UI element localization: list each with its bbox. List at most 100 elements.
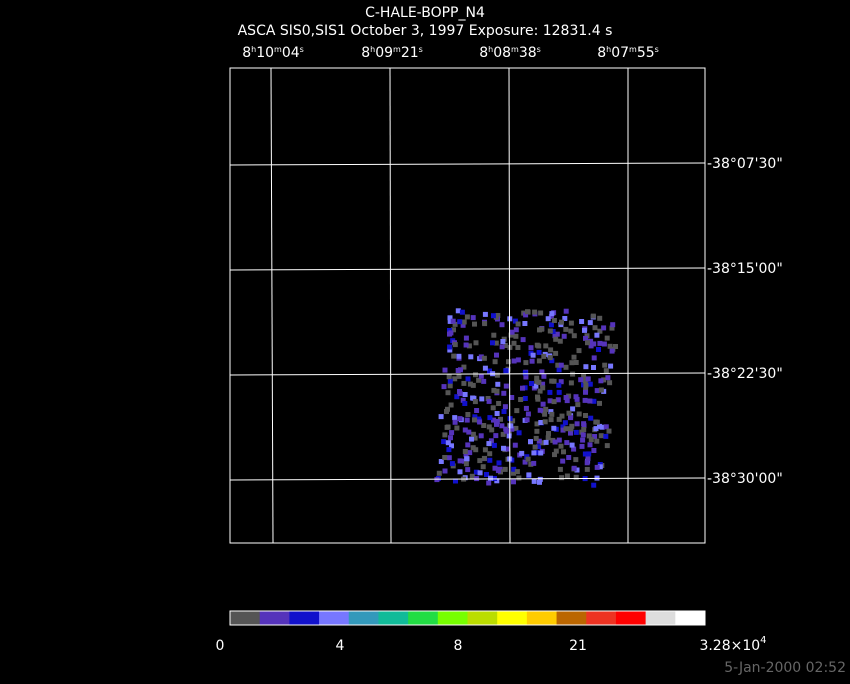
pixel [478,433,484,439]
pixel [477,458,483,464]
pixel [548,409,554,415]
pixel [456,353,462,359]
pixel [462,427,468,433]
pixel [454,394,460,400]
colorbar-label: 8 [454,638,463,654]
pixel [571,446,577,452]
colorbar-swatch [556,611,587,625]
pixel [570,371,576,377]
unit: s [300,45,304,54]
pixel [541,353,547,359]
colorbar-swatch [289,611,320,625]
pixel [587,442,593,448]
pixel [461,380,467,386]
pixel [560,458,566,464]
pixel [488,475,493,481]
pixel [481,355,487,361]
colorbar-frame [229,610,706,626]
pixel [465,412,471,417]
pixel [551,318,557,323]
pixel [447,347,453,353]
pixel [482,447,488,453]
pixel [465,442,471,448]
number: 38 [519,45,537,61]
pixel [441,439,447,445]
pixel [463,451,469,457]
pixel [459,309,465,315]
pixel [534,421,540,427]
pixel [458,367,463,373]
pixel [515,357,521,363]
pixel [511,466,517,472]
pixel [559,319,564,325]
pixel [452,376,458,382]
pixel [557,466,563,472]
pixel [465,376,471,382]
pixel [452,321,458,327]
pixel [546,431,551,436]
pixel [547,355,553,361]
pixel [566,410,572,416]
pixel [509,395,515,400]
pixel [563,364,569,370]
pixel [463,335,469,341]
pixel [582,397,588,403]
pixel [586,451,592,457]
colorbar-label: 3.28×104 [699,635,766,654]
colorbar-swatch [467,611,498,625]
unit: s [655,45,659,54]
pixel [551,378,557,384]
pixel [536,379,542,385]
pixel [466,429,472,435]
pixel [502,466,508,472]
pixel [601,341,607,347]
pixel [530,352,536,358]
pixel [599,424,605,430]
pixel [485,396,491,401]
colorbar-swatch [586,611,617,625]
pixel [464,314,470,320]
pixel [470,315,476,321]
pixel [540,385,546,391]
pixel [571,465,577,471]
pixel [566,455,572,460]
pixel [585,376,591,382]
pixel [513,333,519,339]
pixel [523,360,529,366]
number: 8 [454,638,463,654]
pixel [491,417,496,423]
pixel [573,360,579,365]
pixel [452,342,458,348]
pixel [515,345,521,350]
pixel [603,424,609,430]
pixel [484,472,489,477]
pixel [569,442,575,448]
pixel [466,343,472,349]
pixel [532,444,538,450]
pixel [504,446,510,452]
unit: h [370,45,375,54]
pixel [588,437,594,443]
pixel [492,465,498,471]
pixel [533,435,539,441]
pixel [548,347,554,353]
pixel [460,397,466,403]
pixel [494,352,499,358]
number: 0 [216,638,225,654]
pixel [597,340,603,346]
pixel [584,460,590,466]
number: 3.28×10 [699,638,760,654]
pixel [571,354,577,360]
pixel [506,359,511,365]
pixel [540,401,546,407]
pixel [552,439,558,445]
pixel [486,480,492,486]
pixel [501,390,507,396]
title: C-HALE-BOPP_N4 [365,5,485,21]
pixel [560,427,566,433]
pixel [511,470,516,476]
pixel [542,411,548,417]
pixel [557,338,563,344]
pixel [586,433,592,439]
pixel [525,309,530,315]
